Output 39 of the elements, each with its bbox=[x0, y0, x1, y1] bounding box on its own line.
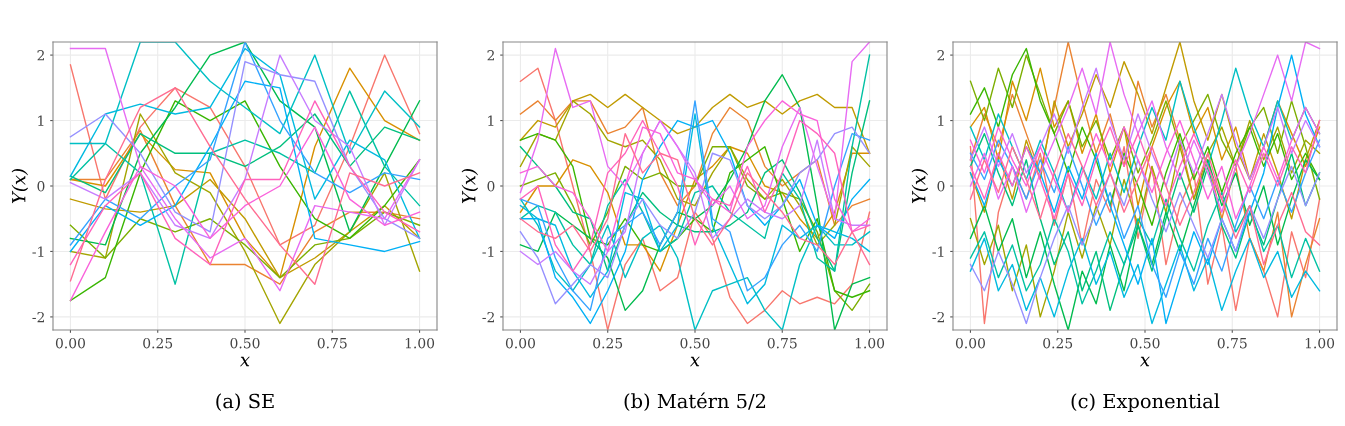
x-tick-label: 1.00 bbox=[405, 337, 435, 349]
y-tick-label: 0 bbox=[937, 180, 945, 192]
x-tick-label: 0.75 bbox=[1217, 337, 1247, 349]
y-axis-title: Y(x) bbox=[11, 169, 29, 204]
y-axis-title: Y(x) bbox=[461, 169, 479, 204]
x-axis-title: x bbox=[1139, 356, 1150, 367]
y-tick-label: -1 bbox=[482, 246, 494, 257]
x-tick-label: 0.25 bbox=[1043, 337, 1073, 349]
x-tick-label: 0.50 bbox=[1130, 337, 1160, 349]
text: (a) SE bbox=[216, 393, 274, 412]
y-tick-label: 1 bbox=[938, 115, 944, 126]
x-tick-label: 0.25 bbox=[143, 337, 173, 349]
y-tick-label: 1 bbox=[488, 115, 494, 126]
x-tick-label: 0.75 bbox=[317, 337, 347, 349]
y-tick-label: 2 bbox=[37, 50, 44, 61]
x-tick-label: 1.00 bbox=[1305, 337, 1335, 349]
x-tick-label: 0.00 bbox=[505, 337, 535, 349]
y-tick-label: 0 bbox=[37, 180, 45, 192]
x-tick-label: 0.75 bbox=[767, 337, 797, 349]
y-tick-label: 1 bbox=[38, 115, 44, 126]
y-tick-label: -2 bbox=[32, 311, 44, 323]
x-tick-label: 0.50 bbox=[680, 337, 710, 349]
text: (b) Matérn 5/2 bbox=[624, 392, 766, 412]
y-tick-label: -2 bbox=[932, 311, 944, 323]
x-tick-label: 0.25 bbox=[593, 337, 623, 349]
y-tick-label: -2 bbox=[482, 311, 494, 323]
y-tick-label: -1 bbox=[932, 246, 944, 257]
x-tick-label: 0.00 bbox=[955, 337, 985, 349]
x-axis-title: x bbox=[239, 356, 250, 367]
y-tick-label: 0 bbox=[487, 180, 495, 192]
y-tick-label: 2 bbox=[937, 50, 944, 61]
x-tick-label: 0.00 bbox=[55, 337, 85, 349]
y-tick-label: 2 bbox=[487, 50, 494, 61]
text: (c) Exponential bbox=[1071, 393, 1220, 413]
y-axis-title: Y(x) bbox=[911, 169, 929, 204]
x-tick-label: 1.00 bbox=[855, 337, 885, 349]
y-tick-label: -1 bbox=[32, 246, 44, 257]
x-axis-title: x bbox=[689, 356, 700, 367]
x-tick-label: 0.50 bbox=[230, 337, 260, 349]
